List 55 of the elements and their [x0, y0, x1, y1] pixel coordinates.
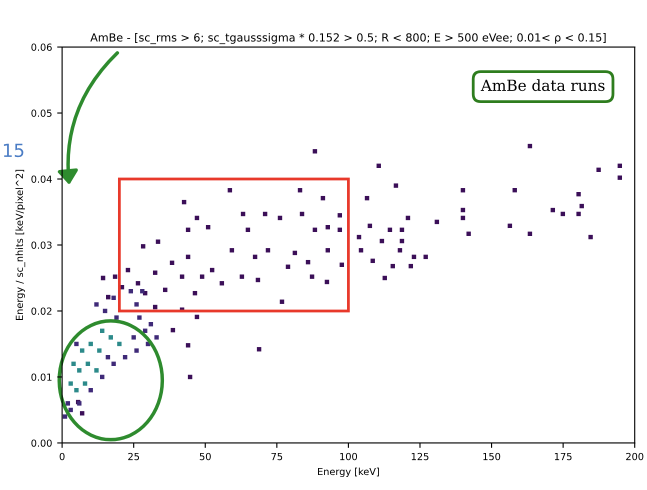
x-tick-label: 0 — [60, 452, 65, 460]
point — [102, 308, 108, 314]
x-tick-label: 150 — [483, 452, 500, 460]
point — [148, 322, 154, 326]
x-tick-label: 175 — [554, 452, 572, 460]
y-tick-label: 0.05 — [31, 110, 52, 117]
point — [88, 342, 93, 346]
point — [80, 348, 84, 353]
y-tick-label: 0.03 — [31, 241, 52, 249]
text: 15 — [4, 144, 24, 158]
y-tick-label: 0.00 — [31, 439, 52, 447]
point — [134, 348, 139, 353]
point — [106, 354, 110, 360]
point — [100, 328, 104, 333]
point — [134, 302, 139, 307]
point — [142, 328, 148, 333]
point — [154, 335, 159, 340]
point — [122, 354, 128, 360]
point — [74, 342, 79, 346]
point — [97, 348, 102, 353]
x-tick-label: 50 — [200, 452, 211, 460]
x-tick-label: 125 — [412, 452, 428, 460]
y-tick-label: 0.01 — [31, 373, 52, 381]
point — [94, 368, 99, 373]
y-axis-title: Energy / sc_nhits [keV/pixel^2] — [16, 170, 26, 320]
point — [137, 315, 142, 320]
point — [86, 362, 90, 366]
y-tick-label: 0.02 — [31, 307, 52, 315]
point — [108, 335, 113, 340]
x-tick-label: 200 — [626, 452, 644, 460]
point — [140, 288, 144, 294]
y-tick-label: 0.06 — [31, 44, 52, 51]
point — [131, 335, 136, 340]
point — [66, 401, 70, 406]
point — [100, 374, 104, 380]
point — [94, 302, 99, 307]
point — [111, 296, 116, 300]
point — [71, 362, 76, 366]
y-tick-label: 0.04 — [31, 175, 52, 183]
x-tick-label: 75 — [271, 452, 282, 460]
point — [62, 414, 68, 419]
chart-title: AmBe - [sc_rms > 6; sc_tgausssigma * 0.152 > 0.5; R < 800; E > 500 eVee; 0.01< ρ < 0.15] — [90, 33, 606, 44]
point — [117, 342, 122, 346]
point — [68, 381, 73, 386]
x-tick-label: 100 — [340, 452, 358, 460]
point — [88, 388, 93, 392]
x-tick-label: 25 — [128, 452, 140, 460]
point — [111, 362, 116, 366]
point — [128, 288, 134, 294]
annotation: AmBe data runs — [480, 79, 605, 92]
point — [77, 368, 82, 373]
x-axis-title: Energy [keV] — [318, 468, 379, 478]
point — [68, 408, 73, 412]
point — [82, 381, 88, 386]
point — [74, 388, 79, 392]
